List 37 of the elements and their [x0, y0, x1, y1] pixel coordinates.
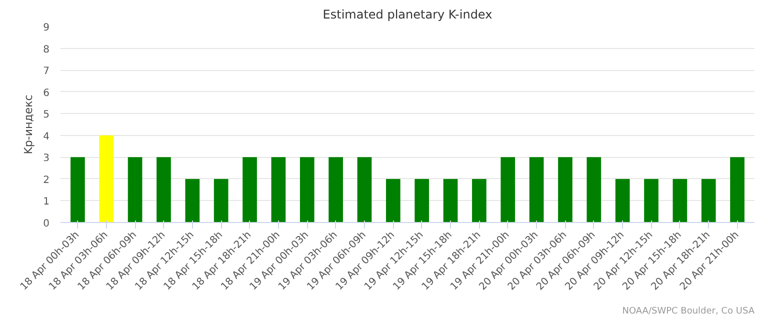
bar [214, 178, 228, 222]
bar [500, 157, 516, 222]
y-tick-label: 3 [43, 153, 50, 164]
y-tick-label: 4 [43, 131, 50, 142]
y-tick-label: 0 [43, 218, 50, 230]
chart-title: Estimated planetary K-index [322, 8, 492, 22]
bar [185, 178, 200, 222]
y-tick-label: 5 [43, 110, 50, 121]
y-tick-label: 1 [43, 196, 50, 208]
bar [271, 157, 286, 222]
bar [128, 157, 142, 222]
y-tick-label: 9 [43, 22, 50, 34]
bar [242, 157, 257, 222]
text: NOAA/SWPC Boulder, Co USA [622, 306, 756, 316]
y-tick-label: 8 [43, 44, 50, 56]
y-tick-label: 7 [43, 66, 50, 78]
bar [672, 178, 688, 222]
bar [300, 157, 314, 222]
bar [558, 157, 572, 222]
bar [730, 157, 744, 222]
bar [414, 178, 430, 222]
bar [357, 157, 372, 222]
bar [328, 157, 343, 222]
bar [99, 135, 114, 222]
bar [443, 178, 458, 222]
bar [701, 178, 716, 222]
bar [644, 178, 658, 222]
bar [615, 178, 630, 222]
y-tick-label: 2 [43, 174, 50, 186]
bar [586, 157, 602, 222]
y-tick-label: 6 [43, 88, 50, 99]
y-axis-title: Kp-индекс [22, 94, 36, 154]
bar [386, 178, 400, 222]
bar [156, 157, 171, 222]
bar [70, 157, 85, 222]
bar [472, 178, 486, 222]
bar [529, 157, 544, 222]
